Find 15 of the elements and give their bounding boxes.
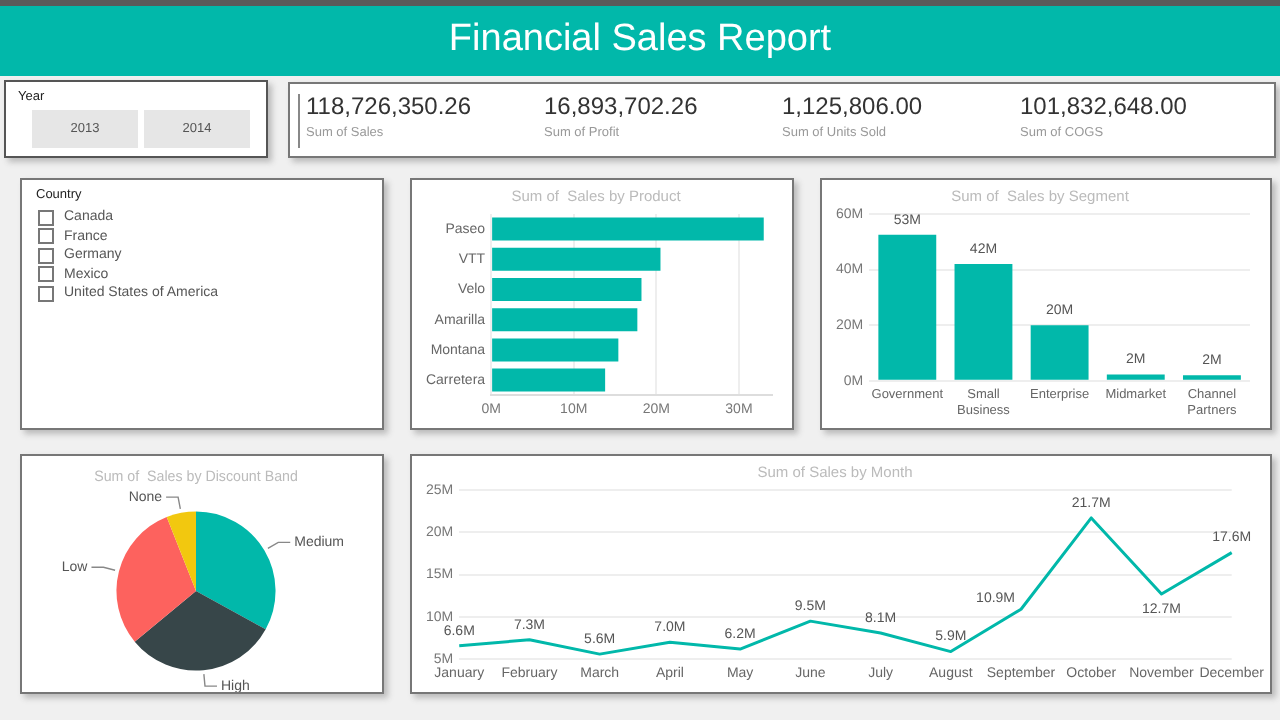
bar (492, 247, 661, 271)
text: 118,726,350.26 (306, 92, 472, 120)
bar (492, 278, 642, 301)
bar (492, 308, 638, 332)
bar (492, 217, 764, 241)
text: 16,893,702.26 (544, 92, 698, 120)
bar (492, 338, 619, 362)
text: 1,125,806.00 (782, 92, 923, 120)
bar (954, 264, 1013, 380)
text: 101,832,648.00 (1020, 92, 1187, 120)
bar (1030, 325, 1089, 380)
bar (1106, 374, 1165, 380)
text: Financial Sales Report (446, 18, 834, 62)
bar (492, 368, 606, 392)
bar (878, 234, 937, 380)
